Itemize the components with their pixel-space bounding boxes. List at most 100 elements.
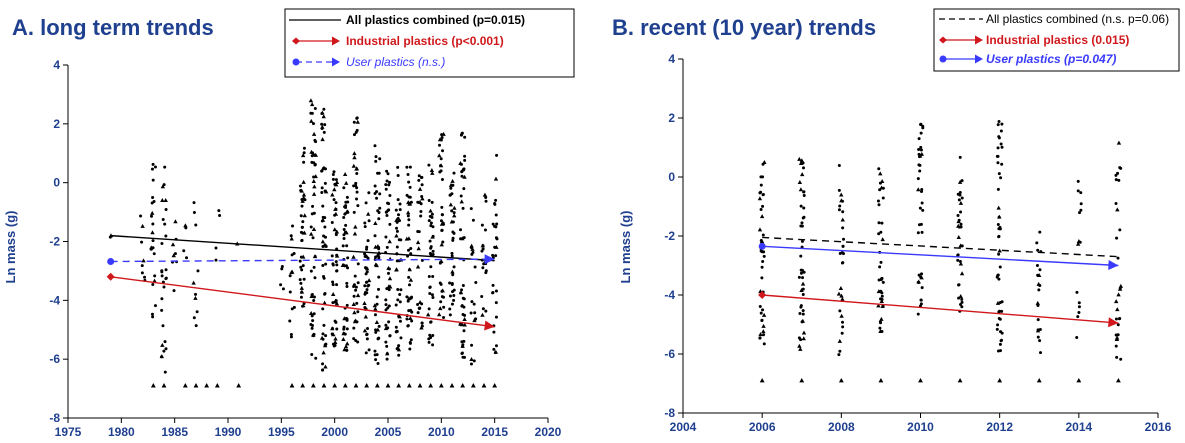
data-point [419,209,423,213]
data-point [1076,189,1080,193]
data-point [160,274,164,278]
data-point [439,300,443,304]
data-point [841,226,845,230]
data-point [481,266,485,270]
data-point [995,300,1001,305]
data-point [959,210,963,214]
data-point [397,213,401,217]
data-point [997,120,1001,124]
data-point [1114,317,1118,321]
data-point [420,183,424,187]
y-tick-label-b: -2 [664,229,675,243]
data-point [388,180,392,184]
data-point [151,239,155,243]
data-point [1076,179,1080,183]
data-point [320,122,324,126]
data-point [384,303,388,307]
data-point [292,305,296,309]
y-tick-label-a: 4 [53,58,60,72]
data-point [996,323,1000,327]
data-point [920,230,924,234]
data-point [352,326,356,330]
data-point [469,362,473,366]
y-tick-label-a: -4 [49,293,60,307]
trend-arrowhead-usr-a [484,254,495,265]
data-point [841,325,845,329]
data-point [1115,307,1120,312]
floor-point [838,377,844,383]
data-point [996,161,1000,165]
data-point [494,315,498,319]
data-point [398,202,402,206]
data-point [493,176,499,181]
data-point [1039,351,1043,355]
data-point [999,142,1003,146]
data-point [323,235,327,239]
data-point [802,194,806,198]
data-point [374,319,380,324]
data-point [191,280,196,285]
data-point [356,262,360,266]
data-point [185,256,189,260]
data-point [385,245,389,249]
data-point [998,300,1002,304]
data-point [463,313,467,317]
data-point [310,326,314,330]
data-point [332,187,337,192]
data-point [462,329,466,333]
data-point [299,289,305,294]
data-point [162,349,166,353]
data-point [483,228,487,232]
data-point [302,230,307,235]
data-point [312,265,316,269]
data-point [331,177,335,181]
data-point [397,344,401,348]
data-point [375,244,381,249]
x-tick-label-a: 1985 [161,425,188,439]
data-point [428,239,432,243]
data-point [1114,335,1120,340]
data-point [330,254,334,258]
data-point [322,323,326,327]
data-point [299,295,303,299]
data-point [997,135,1001,139]
data-point [837,353,841,357]
data-point [171,253,176,258]
data-point [440,178,444,182]
data-point [877,221,881,225]
data-point [916,187,921,192]
legend-a-ind-marker-icon [292,37,300,45]
data-point [956,235,961,240]
x-tick-label-a: 1995 [268,425,295,439]
data-point [839,313,844,318]
data-point [428,208,433,213]
y-tick-label-b: 2 [668,111,675,125]
floor-point [957,377,963,383]
data-point [473,311,477,315]
data-point [385,169,389,173]
data-point [376,253,380,257]
floor-point [1036,377,1042,383]
data-point [355,172,359,176]
data-point [801,336,806,341]
data-point [364,272,368,276]
data-point [310,160,314,164]
data-point [385,352,389,356]
data-point [427,307,431,311]
data-point [917,153,923,158]
data-point [151,282,155,286]
data-point [878,188,882,192]
data-point [1038,230,1042,234]
data-point [367,191,371,195]
y-tick-label-b: 0 [668,170,675,184]
data-point [140,240,144,244]
data-point [281,287,285,291]
data-point [377,336,381,340]
data-point [408,315,413,320]
data-point [363,221,367,225]
data-point [214,258,218,262]
data-point [997,248,1002,253]
data-point [919,148,923,152]
data-point [997,172,1001,176]
data-point [998,317,1002,321]
